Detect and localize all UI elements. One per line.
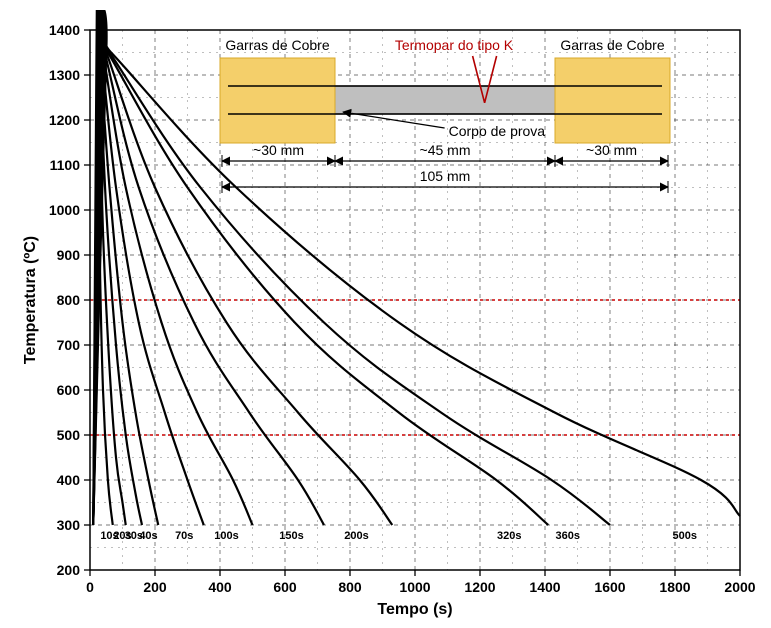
chart-svg: 0 200 400 600 800 1000 1200 1400 1600 1800 2000 200…: [10, 10, 761, 618]
x-tick-label: 2000: [724, 579, 755, 595]
x-tick-label: 1200: [464, 579, 495, 595]
x-tick-label: 200: [143, 579, 167, 595]
curve-label: 40s: [139, 530, 157, 542]
x-axis-label: Tempo (s): [377, 601, 452, 618]
grip-left-label: Garras de Cobre: [225, 37, 329, 53]
curve-label: 360s: [556, 530, 580, 542]
grip-right: [555, 58, 670, 143]
y-tick-label: 1000: [49, 202, 80, 218]
y-tick-label: 1300: [49, 67, 80, 83]
y-axis-label: Temperatura (ºC): [22, 236, 39, 364]
curve-label: 70s: [175, 530, 193, 542]
grip-left: [220, 58, 335, 143]
y-tick-label: 500: [57, 427, 81, 443]
y-tick-label: 1200: [49, 112, 80, 128]
y-tick-label: 700: [57, 337, 81, 353]
x-tick-label: 400: [208, 579, 232, 595]
x-tick-label: 1600: [594, 579, 625, 595]
x-tick-label: 1800: [659, 579, 690, 595]
curve-label: 320s: [497, 530, 521, 542]
chart-container: 0 200 400 600 800 1000 1200 1400 1600 1800 2000 200…: [10, 10, 761, 618]
x-tick-label: 800: [338, 579, 362, 595]
specimen-label: Corpo de prova: [449, 123, 546, 139]
y-tick-label: 300: [57, 517, 81, 533]
y-tick-label: 900: [57, 247, 81, 263]
y-tick-label: 600: [57, 382, 81, 398]
curve-label: 500s: [673, 530, 697, 542]
curve-label: 100s: [214, 530, 238, 542]
thermocouple-label: Termopar do tipo K: [395, 37, 514, 53]
y-tick-label: 200: [57, 562, 81, 578]
x-tick-label: 1000: [399, 579, 430, 595]
y-tick-label: 800: [57, 292, 81, 308]
x-tick-label: 600: [273, 579, 297, 595]
grip-right-label: Garras de Cobre: [560, 37, 664, 53]
y-tick-label: 400: [57, 472, 81, 488]
x-tick-label: 1400: [529, 579, 560, 595]
dim-mid-label: ~45 mm: [420, 142, 471, 158]
dim-total-label: 105 mm: [420, 168, 471, 184]
y-tick-label: 1100: [50, 157, 81, 173]
y-tick-label: 1400: [49, 22, 80, 38]
x-tick-label: 0: [86, 579, 94, 595]
dim-right-label: ~30 mm: [586, 142, 637, 158]
curve-label: 200s: [344, 530, 368, 542]
dim-left-label: ~30 mm: [253, 142, 304, 158]
curve-label: 150s: [279, 530, 303, 542]
